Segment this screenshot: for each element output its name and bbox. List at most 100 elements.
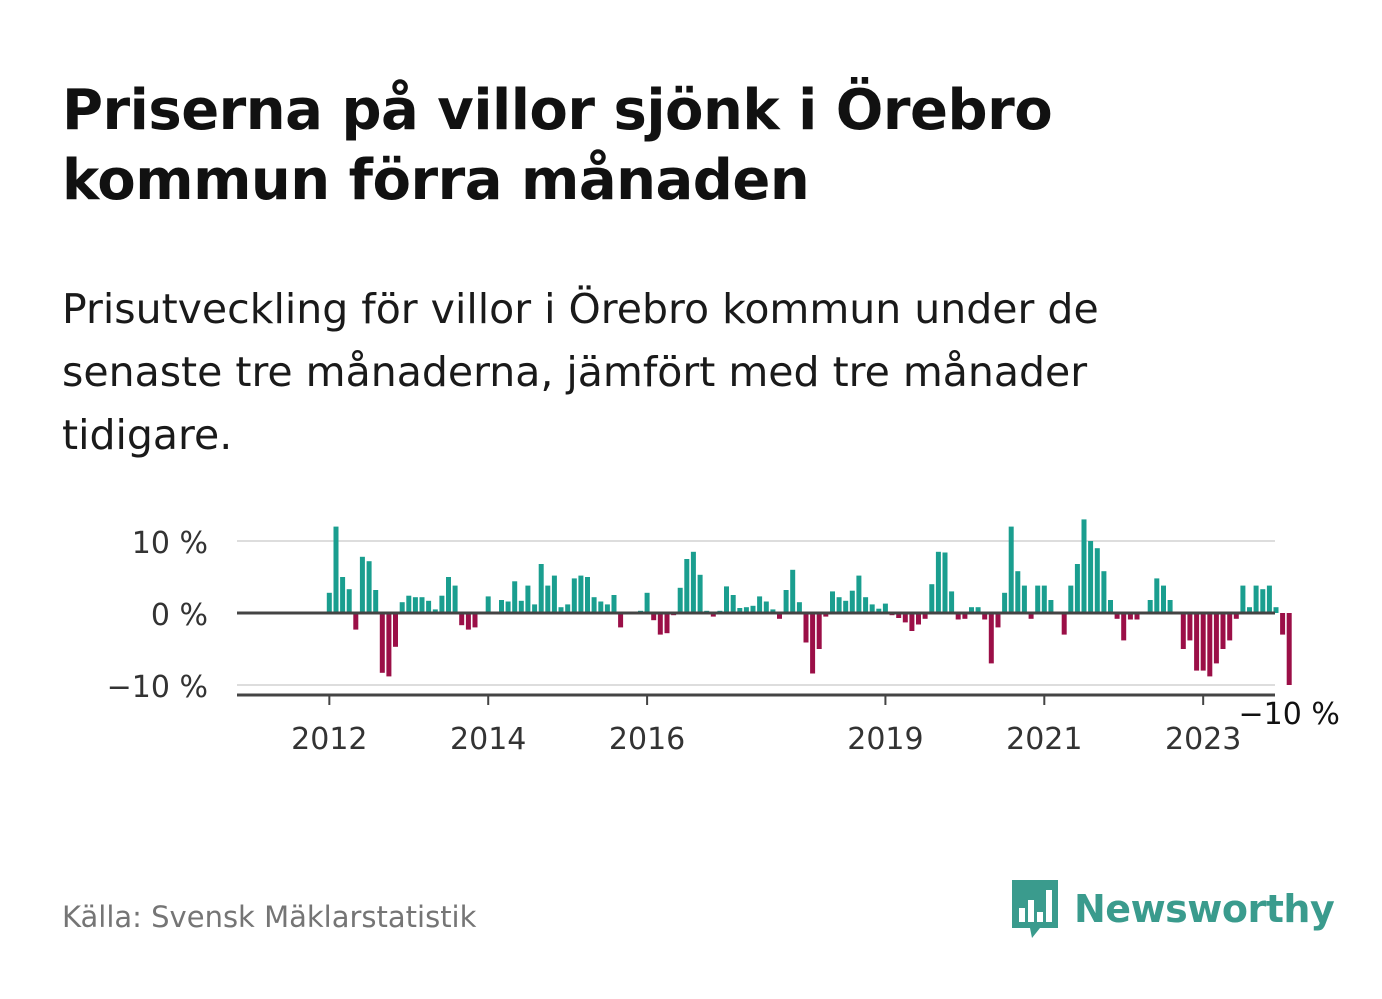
- bar: [863, 597, 869, 613]
- bar: [459, 613, 465, 626]
- bar: [1035, 585, 1041, 613]
- bar: [1180, 613, 1186, 649]
- bar: [1266, 585, 1272, 613]
- bar: [909, 613, 915, 631]
- bar: [1273, 607, 1279, 613]
- bar: [512, 581, 518, 613]
- bar: [1213, 613, 1219, 664]
- bar: [902, 613, 908, 623]
- bar: [1028, 613, 1034, 619]
- bar: [922, 613, 928, 619]
- bar: [1015, 571, 1021, 613]
- bar: [386, 613, 392, 677]
- bar: [836, 597, 842, 613]
- bar: [611, 595, 617, 613]
- y-tick-label: 10 %: [132, 526, 208, 561]
- bar: [1101, 571, 1107, 613]
- latest-value-label: −10 %: [1239, 697, 1340, 732]
- bar: [532, 604, 538, 613]
- bar: [843, 600, 849, 613]
- bar: [426, 600, 432, 613]
- bar: [1260, 589, 1266, 613]
- bar: [604, 604, 610, 613]
- bar: [690, 551, 696, 613]
- bar: [399, 602, 405, 613]
- bar: [1154, 578, 1160, 613]
- bar: [1127, 613, 1133, 620]
- bar: [743, 607, 749, 613]
- newsworthy-logo-text: Newsworthy: [1074, 887, 1335, 931]
- bar: [525, 585, 531, 613]
- bar: [346, 589, 352, 613]
- bar: [373, 590, 379, 613]
- bar: [651, 613, 657, 621]
- bar: [730, 595, 736, 613]
- bar: [962, 613, 968, 619]
- bar: [684, 559, 690, 613]
- x-tick-label: 2021: [1006, 722, 1082, 757]
- bar: [988, 613, 994, 664]
- bar: [598, 601, 604, 613]
- x-tick-label: 2019: [847, 722, 923, 757]
- bar: [823, 613, 829, 617]
- bar: [995, 613, 1001, 628]
- bar-chart: 10 %0 %−10 %2012 2014 2016 2019 2021 2023−10 …: [107, 519, 1343, 757]
- newsworthy-logo: Newsworthy: [1010, 876, 1335, 942]
- bar: [1194, 613, 1200, 671]
- bar: [1134, 613, 1140, 620]
- chart-title: Priserna på villor sjönk i Örebro kommun…: [62, 78, 1053, 213]
- bar: [869, 604, 875, 613]
- bar: [1167, 600, 1173, 613]
- bar: [896, 613, 902, 618]
- bar: [1094, 548, 1100, 613]
- bar: [737, 608, 743, 613]
- bar: [499, 600, 504, 613]
- bar: [1088, 541, 1094, 613]
- bar: [465, 613, 471, 630]
- bar: [1227, 613, 1233, 641]
- bar: [1220, 613, 1226, 649]
- bar: [1048, 600, 1054, 613]
- bar: [942, 552, 948, 613]
- bar: [777, 613, 782, 619]
- bar: [1161, 585, 1166, 613]
- newsworthy-logo-icon: [1012, 880, 1058, 938]
- bar: [518, 600, 524, 613]
- bar: [353, 613, 359, 630]
- bar: [1061, 613, 1067, 635]
- bar: [505, 601, 511, 613]
- bar: [856, 575, 862, 613]
- bar: [849, 590, 855, 613]
- bar: [565, 604, 571, 613]
- y-tick-label: −10 %: [107, 670, 208, 705]
- bar: [1108, 600, 1113, 613]
- bar: [1187, 613, 1193, 641]
- bar: [551, 575, 557, 613]
- bar: [876, 608, 882, 613]
- bar: [790, 569, 796, 613]
- bar: [412, 597, 418, 613]
- bar: [1253, 585, 1259, 613]
- bar: [949, 591, 955, 613]
- x-tick-label: 2023: [1165, 722, 1241, 757]
- bar: [810, 613, 816, 674]
- bar: [796, 602, 802, 613]
- bar: [1041, 585, 1047, 613]
- bar: [803, 613, 809, 643]
- bar: [432, 609, 438, 613]
- x-tick-label: 2016: [609, 722, 685, 757]
- bar: [1240, 585, 1246, 613]
- bar: [750, 605, 756, 613]
- bar: [359, 556, 365, 613]
- bar: [724, 586, 729, 613]
- bar: [1081, 519, 1087, 613]
- bar: [1207, 613, 1213, 677]
- bar: [406, 595, 412, 613]
- bar: [664, 613, 670, 634]
- bar: [1002, 592, 1008, 613]
- bar: [916, 613, 921, 625]
- bar: [1147, 600, 1153, 613]
- bar: [955, 613, 961, 620]
- bar: [1008, 526, 1014, 613]
- y-tick-label: 0 %: [151, 598, 208, 633]
